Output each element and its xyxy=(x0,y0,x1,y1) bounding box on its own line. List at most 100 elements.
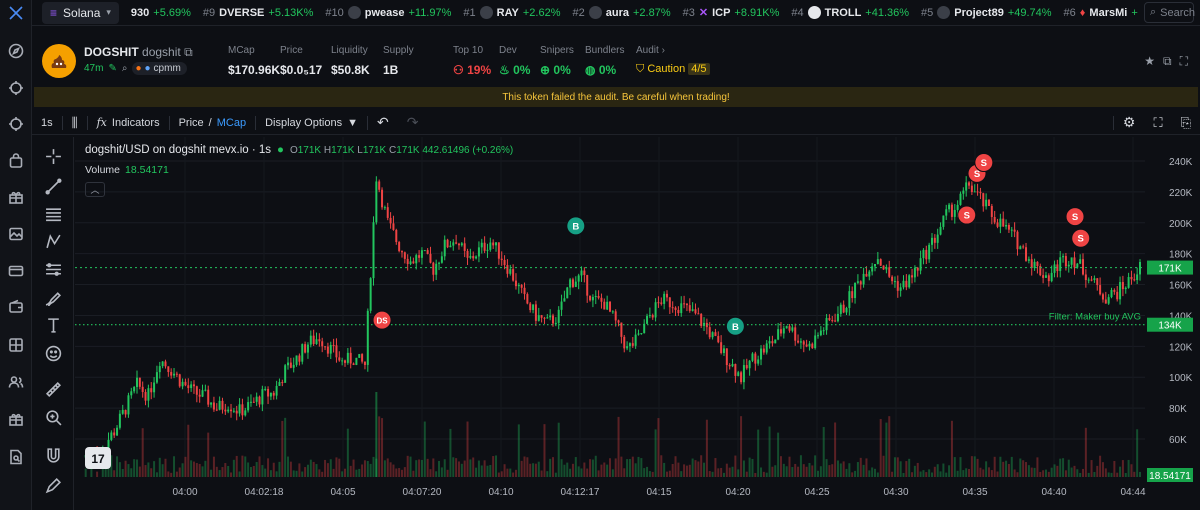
candle-body xyxy=(671,307,674,309)
volume-bar xyxy=(412,470,415,477)
candle-body xyxy=(956,204,959,210)
compass-icon[interactable] xyxy=(7,42,25,60)
fib-tool-icon[interactable] xyxy=(44,205,62,223)
interval-button[interactable]: 1s xyxy=(32,111,62,135)
crosshair-tool-icon[interactable] xyxy=(44,147,62,165)
magnet-tool-icon[interactable] xyxy=(44,446,62,464)
candle-body xyxy=(777,329,780,340)
crosshair-icon[interactable] xyxy=(7,79,25,97)
volume-bar xyxy=(825,459,828,477)
volume-bar xyxy=(395,468,398,477)
ticker-item[interactable]: #2 aura +2.87% xyxy=(572,6,671,19)
ruler-tool-icon[interactable] xyxy=(44,380,62,398)
ticker-item[interactable]: 930 +5.69% xyxy=(131,7,191,19)
copy-icon[interactable]: ⧉ xyxy=(184,45,193,59)
users-icon[interactable] xyxy=(7,373,25,391)
trade-marker-label: DS xyxy=(376,317,388,326)
candle-body xyxy=(953,209,956,217)
settings-button[interactable]: ⚙ xyxy=(1114,111,1145,135)
measure-tool-icon[interactable] xyxy=(44,260,62,278)
volume-bar xyxy=(583,462,586,477)
candle-body xyxy=(346,352,349,363)
pool-logo-icon-2: ● xyxy=(144,63,151,74)
volume-bar xyxy=(1116,472,1119,477)
undo-button[interactable]: ↶ xyxy=(368,111,398,135)
volume-bar xyxy=(529,463,532,477)
pin-icon[interactable]: ✎ xyxy=(108,63,117,74)
drawing-toolbar xyxy=(32,137,74,510)
app-logo-icon[interactable] xyxy=(7,4,25,22)
volume-bar xyxy=(794,463,797,477)
price-chart[interactable]: 240K 220K 200K 180K 160K 140K 120K 100K 80K 60K 04… xyxy=(75,137,1200,510)
token-avatar xyxy=(937,6,951,19)
volume-bar xyxy=(418,459,421,477)
collapse-legend-button[interactable]: ︿ xyxy=(85,182,105,197)
shield-icon: ⛉ xyxy=(636,63,645,75)
candle-body xyxy=(945,209,948,216)
pattern-tool-icon[interactable] xyxy=(44,232,62,250)
card-icon[interactable] xyxy=(7,262,25,280)
redo-button[interactable]: ↷ xyxy=(398,111,428,135)
fullscreen-button[interactable]: ⛶ xyxy=(1144,111,1171,135)
volume-bar xyxy=(848,463,851,477)
volume-bar xyxy=(332,468,335,477)
candle-body xyxy=(1036,261,1039,267)
candle-body xyxy=(392,223,395,230)
candle-body xyxy=(851,291,854,299)
volume-bar xyxy=(683,464,686,477)
text-tool-icon[interactable] xyxy=(44,316,62,334)
candle-body xyxy=(1002,218,1005,227)
indicators-button[interactable]: fx Indicators xyxy=(88,111,169,135)
grid-icon[interactable] xyxy=(7,336,25,354)
candle-body xyxy=(722,348,725,353)
price-mcap-toggle[interactable]: Price / MCap xyxy=(170,111,255,135)
star-icon[interactable]: ★ xyxy=(1144,54,1156,68)
chart-canvas[interactable]: 240K 220K 200K 180K 160K 140K 120K 100K 80K 60K 04… xyxy=(75,137,1200,510)
brush-tool-icon[interactable] xyxy=(44,288,62,306)
ticker-item[interactable]: #3 ✕ ICP +8.91K% xyxy=(683,6,780,20)
target-icon[interactable] xyxy=(7,115,25,133)
volume-bar xyxy=(101,462,104,477)
image-icon[interactable] xyxy=(7,225,25,243)
gift-icon-2[interactable] xyxy=(7,410,25,428)
pool-pill[interactable]: ● ● cpmm xyxy=(132,62,187,75)
volume-bar xyxy=(230,472,233,477)
chain-selector[interactable]: ≡ Solana ▾ xyxy=(42,1,119,24)
ticker-item[interactable]: #10 pwease +11.97% xyxy=(325,6,451,19)
token-actions: ★ ⧉ ⛶ xyxy=(1144,54,1188,69)
emoji-tool-icon[interactable] xyxy=(44,344,62,362)
volume-bar xyxy=(933,466,936,477)
candle-body xyxy=(680,303,683,314)
divider xyxy=(61,115,63,130)
expand-icon[interactable]: ⛶ xyxy=(1179,54,1188,68)
volume-bar xyxy=(549,458,552,477)
search-box[interactable]: ⌕ Search xyxy=(1144,2,1195,23)
ticker-item[interactable]: #5 Project89 +49.74% xyxy=(921,6,1052,19)
gift-icon[interactable] xyxy=(7,188,25,206)
y-axis-label: 160K xyxy=(1169,281,1193,292)
bag-icon[interactable] xyxy=(7,152,25,170)
volume-bar xyxy=(754,472,757,477)
trendline-tool-icon[interactable] xyxy=(44,177,62,195)
volume-bar xyxy=(1005,460,1008,477)
volume-bar xyxy=(919,471,922,477)
ticker-change: +49.74% xyxy=(1007,6,1052,19)
volume-bar xyxy=(648,471,651,477)
volume-bar xyxy=(181,463,184,477)
screenshot-button[interactable]: ⎘ xyxy=(1172,111,1200,135)
zoom-tool-icon[interactable] xyxy=(44,408,62,426)
display-options-button[interactable]: Display Options ▼ xyxy=(256,111,367,135)
stat-audit[interactable]: Audit › ⛉ Caution 4/5 xyxy=(636,45,710,76)
volume-bar xyxy=(811,465,814,477)
candle-body xyxy=(252,401,255,403)
wallet-icon[interactable] xyxy=(7,298,25,316)
lock-pen-tool-icon[interactable] xyxy=(44,476,62,494)
candle-type-button[interactable]: ⫼ xyxy=(63,111,87,135)
ticker-item[interactable]: #4 TROLL +41.36% xyxy=(791,6,909,19)
ticker-item[interactable]: #9 DVERSE +5.13K% xyxy=(203,7,313,19)
share-icon[interactable]: ⧉ xyxy=(1163,54,1172,68)
ticker-item[interactable]: #6 ♦ MarsMi + xyxy=(1064,7,1138,19)
ticker-item[interactable]: #1 RAY +2.62% xyxy=(463,6,560,19)
search-icon[interactable]: ⌕ xyxy=(121,63,128,74)
document-search-icon[interactable] xyxy=(7,448,25,466)
